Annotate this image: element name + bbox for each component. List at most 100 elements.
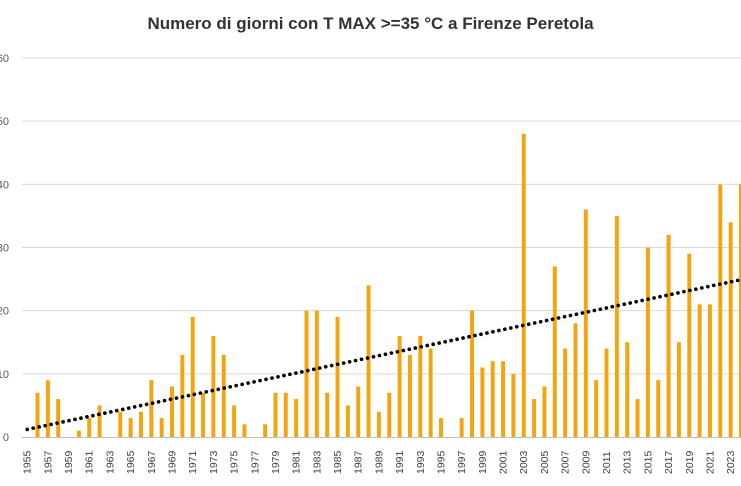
- bar: [294, 399, 299, 437]
- x-tick-label: 1987: [353, 450, 365, 474]
- bar: [501, 361, 506, 437]
- bar: [645, 247, 650, 437]
- bar: [470, 310, 474, 437]
- x-tick-label: 1981: [291, 450, 303, 474]
- bar: [532, 399, 537, 437]
- y-tick-label: 20: [0, 306, 9, 318]
- bar: [314, 310, 319, 437]
- x-tick-label: 1979: [270, 450, 282, 474]
- x-tick-label: 1995: [435, 450, 447, 474]
- bar: [604, 348, 609, 437]
- bar: [594, 380, 599, 437]
- bar: [273, 392, 278, 437]
- bar: [676, 342, 681, 437]
- bar: [439, 418, 443, 437]
- x-tick-label: 2001: [498, 450, 510, 474]
- x-tick-label: 1973: [208, 450, 220, 474]
- bar: [407, 354, 412, 437]
- x-tick-label: 1997: [456, 450, 468, 474]
- x-tick-label: 1967: [146, 450, 158, 474]
- x-tick-label: 2011: [601, 451, 613, 474]
- bar: [366, 285, 371, 437]
- x-tick-label: 2007: [560, 450, 572, 474]
- bar: [97, 405, 102, 437]
- x-tick-label: 1977: [249, 450, 261, 474]
- bar: [687, 253, 692, 437]
- bar: [76, 430, 81, 437]
- x-tick-label: 1955: [22, 450, 34, 474]
- x-tick-label: 2009: [580, 450, 592, 474]
- bar: [325, 392, 330, 437]
- bar: [335, 316, 340, 437]
- bar: [45, 380, 50, 437]
- bar: [573, 323, 578, 437]
- bar: [718, 184, 723, 437]
- x-tick-label: 1971: [187, 450, 199, 474]
- bar: [397, 335, 402, 437]
- bar: [356, 386, 361, 437]
- trendline: [25, 277, 741, 432]
- bar: [232, 405, 237, 437]
- bar: [221, 354, 226, 437]
- x-tick-label: 2015: [642, 450, 654, 474]
- bar: [128, 418, 133, 437]
- bar: [376, 411, 381, 437]
- bar: [418, 335, 423, 437]
- x-tick-label: 1959: [63, 450, 75, 474]
- y-tick-label: 0: [3, 432, 9, 444]
- bar: [614, 215, 619, 437]
- x-tick-label: 1989: [373, 450, 385, 474]
- bar: [635, 399, 640, 437]
- bar: [56, 399, 61, 437]
- bar: [170, 386, 174, 437]
- x-tick-label: 1985: [332, 450, 344, 474]
- bar: [511, 373, 516, 437]
- bar: [625, 342, 630, 437]
- x-tick-label: 1957: [42, 450, 54, 474]
- y-tick-label: 10: [0, 369, 9, 381]
- bar: [35, 392, 40, 437]
- x-tick-label: 1969: [167, 450, 179, 474]
- bar: [542, 386, 547, 437]
- x-tick-label: 2023: [725, 450, 737, 474]
- x-tick-label: 1965: [125, 450, 137, 474]
- bar: [345, 405, 350, 437]
- bar: [211, 335, 216, 437]
- x-tick-label: 1963: [104, 450, 116, 474]
- x-tick-label: 1961: [84, 450, 96, 474]
- bar: [480, 367, 485, 437]
- bar: [521, 133, 526, 438]
- x-tick-label: 1991: [394, 450, 406, 474]
- x-tick-label: 1999: [477, 450, 489, 474]
- bar: [242, 424, 247, 437]
- bar: [728, 222, 733, 437]
- x-tick-label: 2017: [663, 450, 675, 474]
- bar: [387, 392, 392, 437]
- x-tick-label: 2021: [704, 450, 716, 474]
- bar: [190, 316, 195, 437]
- y-tick-label: 30: [0, 243, 9, 255]
- bar: [707, 304, 712, 437]
- x-tick-label: 1993: [415, 450, 427, 474]
- x-tick-label: 2003: [518, 450, 530, 474]
- x-tick-label: 1975: [229, 450, 241, 474]
- bar: [87, 418, 92, 437]
- bar: [583, 209, 588, 437]
- bar: [697, 304, 702, 437]
- y-tick-label: 60: [0, 53, 9, 65]
- bar: [666, 234, 671, 437]
- y-tick-label: 50: [0, 116, 9, 128]
- bar: [459, 418, 464, 437]
- bar: [428, 348, 433, 437]
- bar: [563, 348, 568, 437]
- bar: [149, 380, 154, 437]
- bar: [552, 266, 557, 437]
- bar: [656, 380, 661, 437]
- bar: [739, 184, 741, 437]
- x-tick-label: 2005: [539, 450, 551, 474]
- bar: [118, 411, 123, 437]
- chart-title: Numero di giorni con T MAX >=35 °C a Fir…: [147, 14, 594, 33]
- bar: [304, 310, 309, 437]
- y-tick-label: 40: [0, 179, 9, 191]
